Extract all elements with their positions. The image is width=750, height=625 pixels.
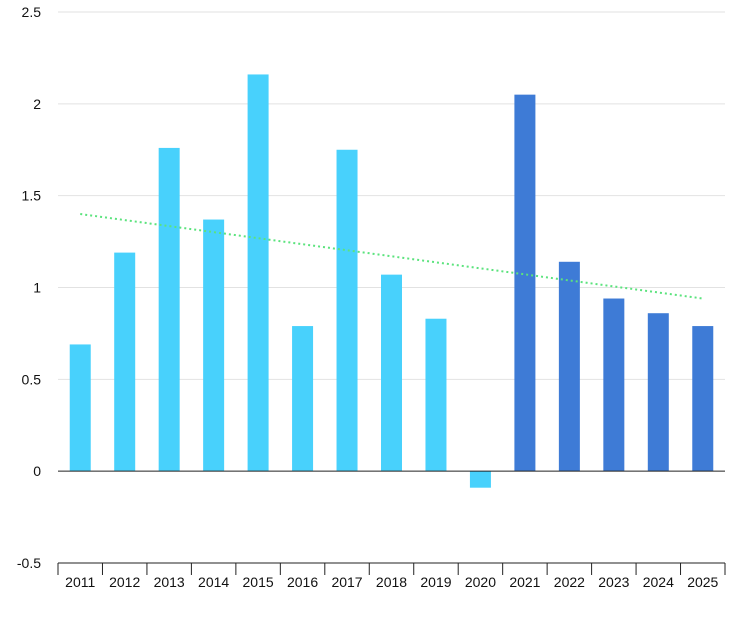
bar-2021: [514, 94, 536, 472]
x-tick-label: 2012: [109, 574, 140, 590]
bar-2017: [336, 149, 358, 472]
y-tick-label: 0: [33, 463, 41, 479]
bar-2018: [381, 274, 402, 472]
bar-2019: [425, 318, 447, 472]
x-tick-label: 2014: [198, 574, 229, 590]
x-tick-label: 2011: [65, 574, 95, 590]
y-tick-label: 1: [33, 280, 41, 296]
y-tick-label: 2.5: [22, 4, 42, 20]
bar-2024: [647, 313, 669, 472]
x-tick-label: 2019: [420, 574, 451, 590]
x-tick-label: 2018: [376, 574, 407, 590]
x-tick-label: 2025: [687, 574, 718, 590]
y-tick-label: 2: [33, 96, 41, 112]
x-tick-label: 2023: [598, 574, 629, 590]
x-tick-label: 2022: [554, 574, 585, 590]
x-axis-tick-labels: 2011 2012 2013 2014 2015 2016 2017 2018 2019 2020…: [65, 574, 718, 590]
x-tick-label: 2020: [465, 574, 496, 590]
bar-2012: [114, 252, 136, 472]
y-tick-label: 1.5: [22, 188, 42, 204]
y-tick-label: 0.5: [22, 371, 42, 387]
bar-2020: [469, 471, 491, 488]
bar-2011: [69, 344, 91, 472]
bar-2025: [692, 326, 714, 472]
bar-2016: [292, 326, 314, 472]
bar-2022: [558, 261, 580, 472]
x-tick-label: 2021: [509, 574, 540, 590]
y-axis-tick-labels: -0.5 0 0.5 1 1.5 2 2.5: [17, 4, 41, 571]
x-tick-label: 2016: [287, 574, 318, 590]
y-tick-label: -0.5: [17, 555, 41, 571]
x-tick-label: 2024: [643, 574, 674, 590]
bar-2013: [158, 147, 180, 472]
bar-2015: [247, 74, 269, 472]
x-tick-label: 2015: [243, 574, 274, 590]
x-tick-label: 2013: [154, 574, 185, 590]
x-axis: [57, 470, 726, 575]
bar-2014: [203, 219, 225, 472]
bars: [69, 74, 714, 488]
x-tick-label: 2017: [331, 574, 362, 590]
bar-2023: [603, 298, 625, 472]
